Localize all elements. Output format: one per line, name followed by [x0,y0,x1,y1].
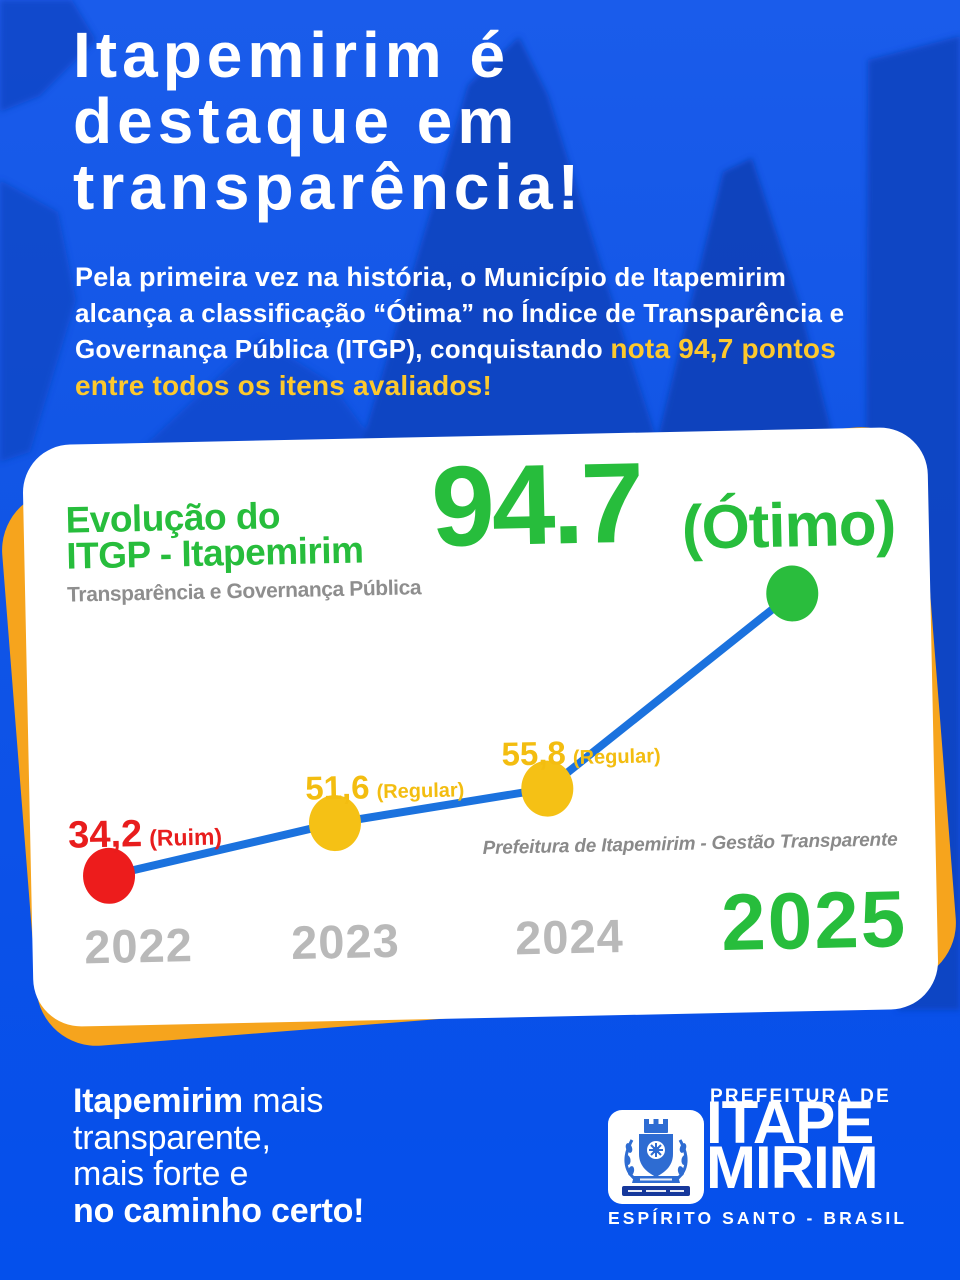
mountain-peak-main [360,37,660,450]
chart-point-2022 [83,847,136,904]
chart-svg [83,565,819,904]
headline-line-3: transparência! [73,151,585,223]
data-label-2022: 34,2 (Ruim) [68,811,223,857]
intro-segment-1: , o Município de Itapemirim alcança a cl… [75,262,845,364]
chart-line [105,589,797,880]
data-label-2024-class: (Regular) [572,745,661,770]
chart-point-2023 [308,795,361,852]
axis-year-2022: 2022 [83,918,194,974]
footer-message-line-3: mais forte e [73,1155,249,1193]
logo-state-country: ESPÍRITO SANTO - BRASIL [608,1208,908,1228]
data-label-2022-class: (Ruim) [148,823,223,851]
data-label-2024-value: 55,8 [501,734,567,773]
intro-segment-2: nota 94,7 pontos entre todos os itens av… [75,333,836,401]
logo-name-line-1: ITAPE [706,1089,874,1156]
data-label-2023-value: 51,6 [304,768,370,807]
logo-name-line-2: MIRIM [706,1134,879,1201]
footer-message-rest-1: mais [242,1082,324,1120]
intro-text: Pela primeira vez na história, o Municíp… [75,260,870,404]
prefeitura-logo: PREFEITURA DE [600,1086,910,1246]
score-classification: (Ótimo) [681,489,896,563]
data-label-2023: 51,6 (Regular) [305,766,465,807]
headline: Itapemirim é destaque em transparência! [73,22,584,220]
data-label-2023-class: (Regular) [376,779,465,804]
logo-city-name: ITAPE MIRIM [706,1089,879,1201]
mountain-peak-right [655,158,836,450]
footer-message-line-2: transparente, [73,1118,271,1157]
chart-title: Evolução do ITGP - Itapemirim [65,495,364,577]
mountain-topleft-patch [0,0,96,112]
footer-message: Itapemirim mais transparente, mais forte… [73,1083,364,1229]
headline-line-2: destaque em [73,85,520,157]
data-label-2022-value: 34,2 [67,813,143,857]
headline-line-1: Itapemirim é [73,19,511,91]
footer-message-line-4: no caminho certo! [73,1191,365,1230]
mountain-left-band [0,180,76,462]
intro-segment-0: Pela primeira vez na história [75,262,446,292]
chart-point-2025 [766,565,819,622]
chart-title-line-2: ITGP - Itapemirim [65,529,364,577]
axis-year-2023: 2023 [290,913,401,970]
mountain-peak-left-ridge [140,338,380,450]
footer-message-bold-1: Itapemirim [73,1082,243,1120]
itgp-chart-card: Evolução do ITGP - Itapemirim Transparên… [22,426,939,1028]
chart-point-2024 [521,760,574,817]
axis-year-2024: 2024 [514,909,625,965]
data-label-2024: 55,8 (Regular) [501,732,661,773]
coat-of-arms-icon [608,1110,704,1204]
logo-prefeitura-de: PREFEITURA DE [710,1086,891,1107]
footer-message-line-1: Itapemirim mais [73,1083,364,1120]
score-value: 94.7 [430,439,643,571]
axis-year-2025: 2025 [720,874,909,967]
